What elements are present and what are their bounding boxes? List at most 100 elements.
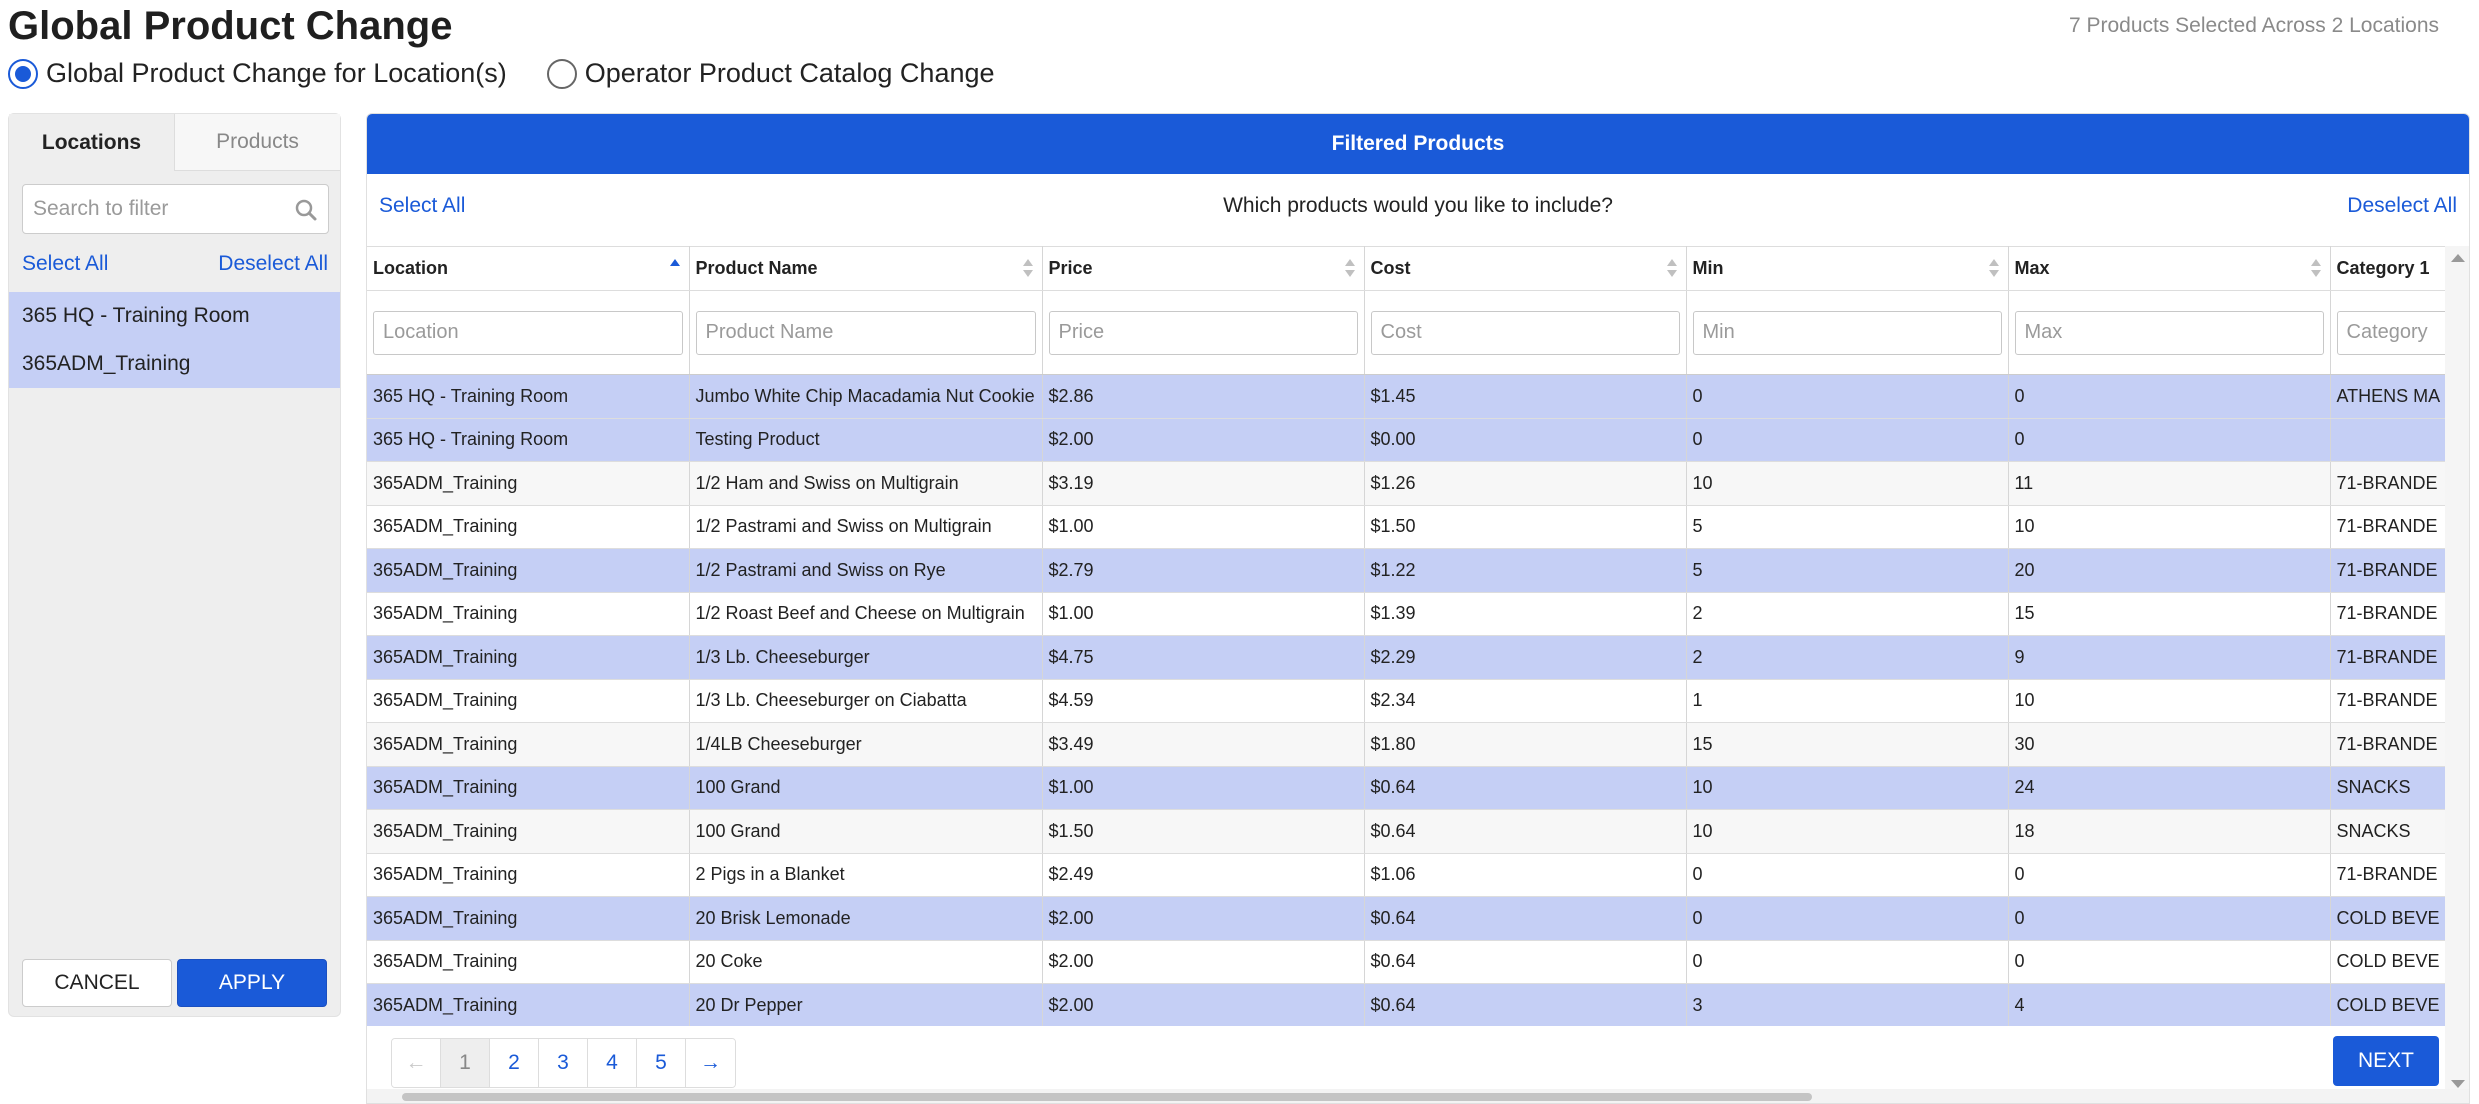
cell-max: 4 [2008,983,2331,1026]
cell-location: 365ADM_Training [367,635,690,680]
next-button[interactable]: NEXT [2333,1036,2439,1086]
column-filter-input[interactable] [373,310,683,355]
column-header[interactable]: Cost [1364,246,1687,291]
column-filter-input[interactable] [2014,310,2324,355]
table-row[interactable]: 365ADM_Training 100 Grand $1.50 $0.64 10 18 SN… [367,809,2445,854]
column-filter-input[interactable] [2336,310,2445,355]
sidebar-select-all-link[interactable]: Select All [22,252,109,275]
search-box [22,184,329,234]
cell-min: 0 [1686,896,2009,941]
filter-cell [2330,290,2445,375]
column-header[interactable]: Min [1686,246,2009,291]
page-button-3[interactable]: 3 [539,1039,588,1087]
cell-product: 1/4LB Cheeseburger [689,722,1043,767]
next-page-button[interactable]: → [686,1039,735,1087]
table-row[interactable]: 365 HQ - Training Room Testing Product $2.… [367,418,2445,462]
cell-category: COLD BEVE [2330,896,2445,941]
table-row[interactable]: 365ADM_Training 2 Pigs in a Blanket $2.49 $… [367,853,2445,897]
search-input[interactable] [23,185,283,233]
cell-max: 0 [2008,418,2331,462]
column-header[interactable]: Location [367,246,690,291]
select-all-link[interactable]: Select All [379,194,466,217]
page-button-4[interactable]: 4 [588,1039,637,1087]
cell-product: 100 Grand [689,809,1043,854]
sort-icon[interactable] [1988,257,2000,279]
radio-global[interactable] [8,58,38,89]
cell-category: 71-BRANDE [2330,592,2445,636]
sort-ascending-icon[interactable] [669,257,681,279]
mode-option-operator[interactable]: Operator Product Catalog Change [546,58,995,89]
table-row[interactable]: 365ADM_Training 1/3 Lb. Cheeseburger on C… [367,679,2445,723]
sidebar-deselect-all-link[interactable]: Deselect All [218,252,328,275]
column-header[interactable]: Price [1042,246,1365,291]
cell-price: $1.00 [1042,766,1365,810]
table-row[interactable]: 365ADM_Training 20 Brisk Lemonade $2.00 $0.… [367,896,2445,941]
sort-icon[interactable] [1022,257,1034,279]
column-filter-input[interactable] [1048,310,1358,355]
cell-location: 365ADM_Training [367,940,690,984]
column-header-label: Location [373,258,448,278]
cell-min: 0 [1686,374,2009,419]
cell-max: 20 [2008,548,2331,593]
cell-location: 365ADM_Training [367,461,690,506]
table-row[interactable]: 365ADM_Training 1/4LB Cheeseburger $3.49 $1… [367,722,2445,767]
cell-category: 71-BRANDE [2330,853,2445,897]
cell-product: 20 Coke [689,940,1043,984]
column-filter-input[interactable] [695,310,1036,355]
cell-cost: $0.64 [1364,940,1687,984]
column-filter-input[interactable] [1370,310,1680,355]
prev-page-button[interactable]: ← [392,1039,441,1087]
column-filter-input[interactable] [1692,310,2002,355]
selection-summary: 7 Products Selected Across 2 Locations [2068,14,2439,37]
table-row[interactable]: 365ADM_Training 1/2 Pastrami and Swiss on… [367,548,2445,593]
page-button-1[interactable]: 1 [441,1039,490,1087]
table-row[interactable]: 365ADM_Training 1/2 Roast Beef and Cheese… [367,592,2445,636]
deselect-all-link[interactable]: Deselect All [2347,194,2457,217]
cell-location: 365 HQ - Training Room [367,374,690,419]
cell-max: 10 [2008,505,2331,549]
column-header[interactable]: Max [2008,246,2331,291]
horizontal-scrollbar[interactable] [367,1089,2469,1103]
sort-icon[interactable] [1666,257,1678,279]
table-row[interactable]: 365ADM_Training 20 Coke $2.00 $0.64 0 0 COLD B… [367,940,2445,984]
vertical-scrollbar[interactable] [2445,246,2469,1096]
scroll-down-icon[interactable] [2451,1080,2465,1088]
table-row[interactable]: 365ADM_Training 1/2 Ham and Swiss on Mult… [367,461,2445,506]
filter-cell [1042,290,1365,375]
apply-button[interactable]: APPLY [177,959,327,1007]
table-row[interactable]: 365ADM_Training 1/2 Pastrami and Swiss on… [367,505,2445,549]
cell-product: 2 Pigs in a Blanket [689,853,1043,897]
column-header[interactable]: Product Name [689,246,1043,291]
column-header[interactable]: Category 1 [2330,246,2445,291]
sort-icon[interactable] [1344,257,1356,279]
column-header-label: Category 1 [2336,258,2430,278]
cell-category: COLD BEVE [2330,940,2445,984]
page-button-5[interactable]: 5 [637,1039,686,1087]
table-row[interactable]: 365ADM_Training 1/3 Lb. Cheeseburger $4.75… [367,635,2445,680]
scroll-up-icon[interactable] [2451,254,2465,262]
table-row[interactable]: 365ADM_Training 100 Grand $1.00 $0.64 10 24 SN… [367,766,2445,810]
cancel-button[interactable]: CANCEL [22,959,172,1007]
cell-cost: $0.64 [1364,983,1687,1026]
cell-price: $2.49 [1042,853,1365,897]
cell-cost: $1.26 [1364,461,1687,506]
radio-operator[interactable] [546,58,577,89]
sort-icon[interactable] [2310,257,2322,279]
table-row[interactable]: 365 HQ - Training Room Jumbo White Chip M… [367,374,2445,419]
include-question: Which products would you like to include… [1223,194,1613,217]
cell-location: 365ADM_Training [367,505,690,549]
tab-products[interactable]: Products [175,114,340,171]
cell-cost: $1.50 [1364,505,1687,549]
horizontal-scroll-thumb[interactable] [402,1093,1812,1101]
mode-option-global[interactable]: Global Product Change for Location(s) [8,58,507,89]
panel-header: Filtered Products [367,114,2469,174]
tab-locations[interactable]: Locations [9,114,175,171]
cell-max: 24 [2008,766,2331,810]
page-button-2[interactable]: 2 [490,1039,539,1087]
filter-cell [1364,290,1687,375]
cell-location: 365ADM_Training [367,766,690,810]
table-row[interactable]: 365ADM_Training 20 Dr Pepper $2.00 $0.64 3 4 C… [367,983,2445,1026]
location-item[interactable]: 365 HQ - Training Room [22,304,250,327]
cell-product: 20 Brisk Lemonade [689,896,1043,941]
location-item[interactable]: 365ADM_Training [22,352,191,375]
